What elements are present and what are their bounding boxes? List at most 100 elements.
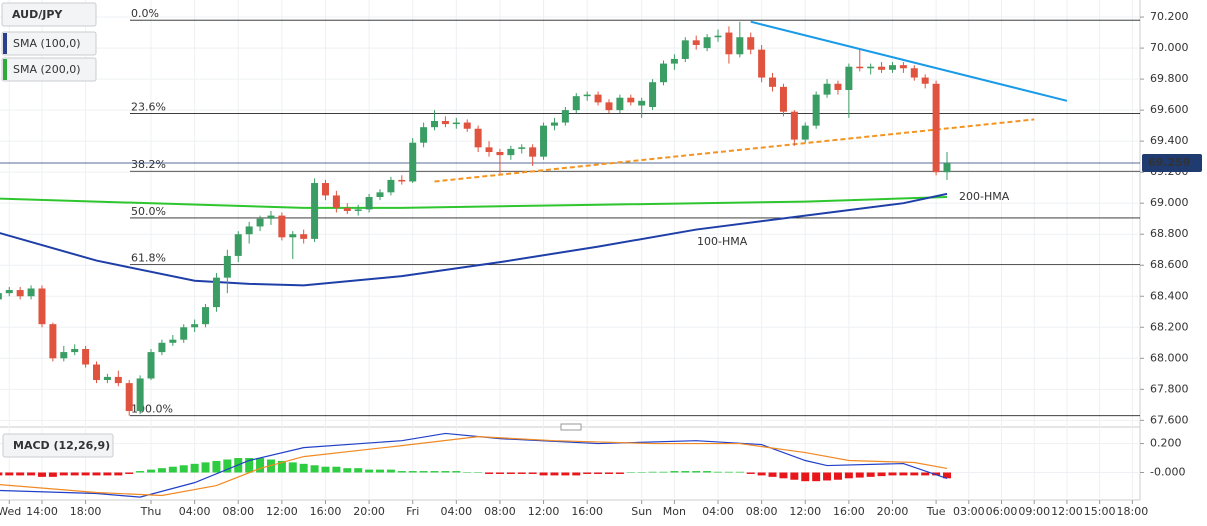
candle-body (289, 234, 297, 238)
histogram-bar (561, 472, 570, 476)
x-tick-label: Thu (140, 505, 162, 518)
candle-body (60, 352, 68, 359)
candle-body (300, 234, 308, 239)
line-annotation: 100-HMA (697, 235, 748, 248)
x-tick-label: 16:00 (571, 505, 603, 518)
histogram-bar (136, 471, 145, 473)
candle-body (518, 147, 526, 149)
histogram-bar (637, 472, 646, 474)
pane-handle[interactable] (560, 423, 582, 431)
candle-body (38, 288, 46, 325)
histogram-bar (256, 458, 265, 473)
title-box (2, 433, 114, 458)
candle-body (452, 122, 460, 125)
indicator-label: SMA (200,0) (13, 63, 81, 76)
y-tick-label: -0.000 (1150, 466, 1185, 479)
candle-body (311, 183, 319, 239)
histogram-bar (735, 471, 744, 473)
x-tick-label: 14:00 (26, 505, 58, 518)
line-annotation: 200-HMA (959, 190, 1010, 203)
candle-body (867, 66, 875, 69)
candle-body (627, 97, 635, 103)
histogram-bar (899, 472, 908, 476)
candle-body (5, 290, 13, 294)
indicator-line (0, 432, 948, 498)
y-tick-label: 69.400 (1150, 134, 1189, 147)
histogram-bar (463, 472, 472, 474)
histogram-bar (397, 471, 406, 473)
candle-body (441, 120, 449, 125)
histogram-bar (354, 468, 363, 473)
candle-body (158, 342, 166, 353)
candle-body (594, 94, 602, 103)
fib-label: 38.2% (131, 158, 166, 171)
histogram-bar (844, 472, 853, 479)
histogram-bar (495, 472, 504, 474)
candle-body (256, 218, 264, 227)
last-price-box (1142, 154, 1202, 173)
candle-body (540, 125, 548, 157)
candle-body (550, 122, 558, 126)
candle-body (82, 348, 90, 365)
histogram-bar (714, 471, 723, 473)
candle-body (943, 163, 951, 173)
candle-body (180, 327, 188, 340)
y-tick-label: 68.000 (1150, 351, 1189, 364)
histogram-bar (310, 465, 319, 473)
histogram-bar (223, 459, 232, 473)
candle-body (485, 147, 493, 153)
candle-body (812, 94, 820, 126)
candle-body (932, 83, 940, 173)
chart-title: AUD/JPY (12, 8, 63, 21)
x-tick-label: 20:00 (353, 505, 385, 518)
candle-body (692, 40, 700, 45)
candle-body (583, 94, 591, 97)
histogram-bar (114, 472, 123, 476)
histogram-bar (615, 472, 624, 474)
fib-label: 0.0% (131, 7, 159, 20)
x-tick-label: 16:00 (310, 505, 342, 518)
candle-body (354, 209, 362, 211)
y-tick-label: 68.800 (1150, 227, 1189, 240)
title-box (1, 2, 97, 27)
candle-body (71, 348, 79, 353)
x-tick-label: 04:00 (179, 505, 211, 518)
candle-body (790, 111, 798, 140)
x-tick-label: 09:00 (1018, 505, 1050, 518)
histogram-bar (376, 469, 384, 473)
fib-label: 23.6% (131, 101, 166, 114)
x-tick-label: 12:00 (528, 505, 560, 518)
candle-body (703, 37, 711, 49)
histogram-bar (157, 468, 166, 473)
histogram-bar (245, 458, 254, 473)
candle-body (245, 226, 253, 235)
candle-body (103, 376, 111, 381)
histogram-bar (943, 472, 952, 479)
candle-body (649, 82, 657, 108)
histogram-bar (681, 471, 690, 473)
histogram-bar (288, 462, 297, 473)
candle-body (572, 96, 580, 111)
histogram-bar (48, 472, 57, 477)
histogram-bar (812, 472, 821, 482)
histogram-bar (539, 472, 548, 476)
indicator-line (0, 436, 948, 497)
indicator-swatch (3, 59, 7, 80)
histogram-bar (703, 471, 712, 473)
candle-body (878, 66, 886, 70)
candle-body (114, 376, 122, 384)
candle-body (278, 215, 286, 238)
x-tick-label: 04:00 (440, 505, 472, 518)
y-tick-label: 67.600 (1150, 413, 1189, 426)
histogram-bar (801, 472, 810, 482)
histogram-bar (277, 460, 286, 473)
histogram-bar (517, 472, 526, 474)
candle-body (409, 142, 417, 182)
histogram-bar (877, 472, 886, 477)
histogram-bar (583, 472, 592, 474)
x-tick-label: 06:00 (986, 505, 1018, 518)
histogram-bar (550, 472, 559, 476)
x-tick-label: Mon (663, 505, 686, 518)
x-tick-label: 08:00 (484, 505, 516, 518)
